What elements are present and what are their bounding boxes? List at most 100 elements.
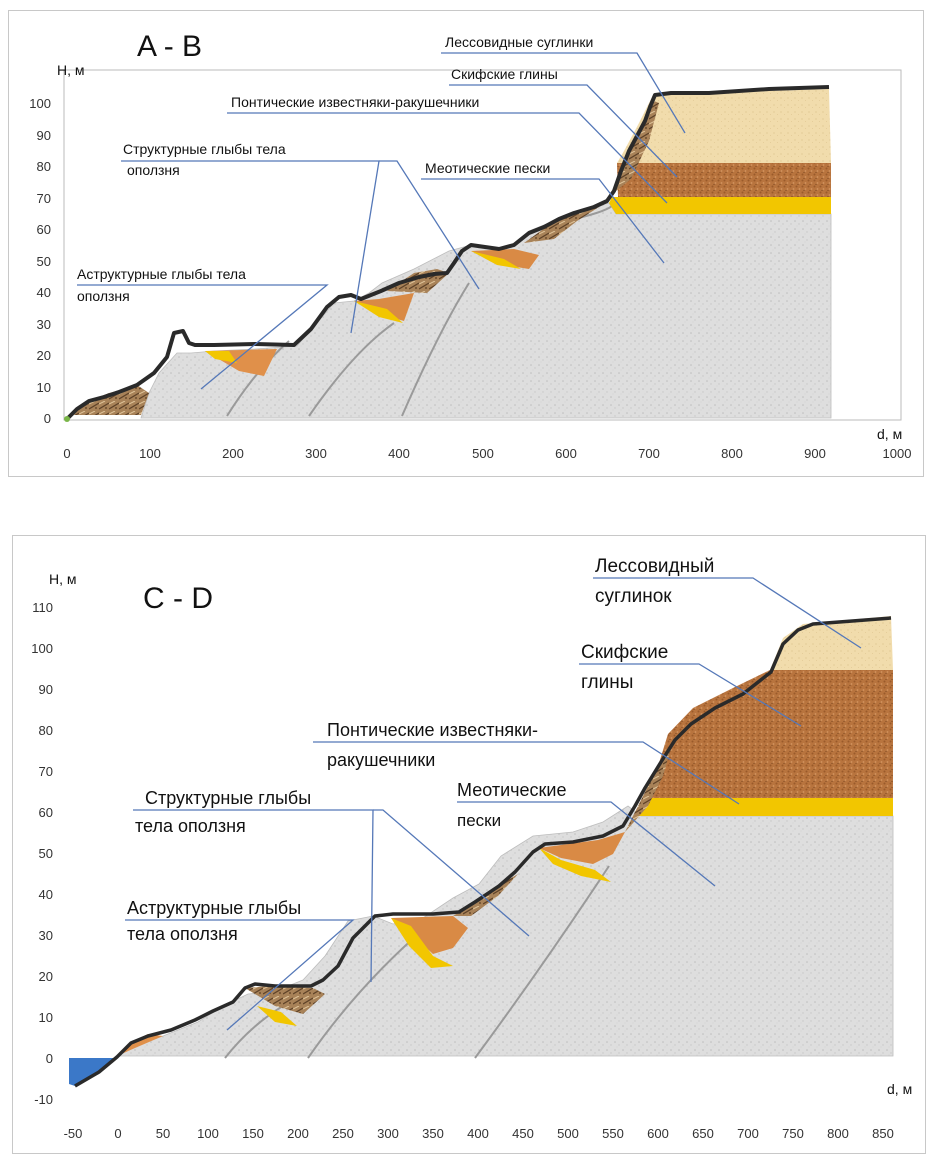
x-tick-400: 400 — [388, 446, 410, 461]
x-tick-250: 250 — [332, 1126, 354, 1141]
x-tick-650: 650 — [692, 1126, 714, 1141]
landslide-block-3-limestone — [354, 301, 403, 323]
y-tick-labels: 0 10 20 30 40 50 60 70 80 90 100 — [29, 96, 51, 426]
y-tick-20: 20 — [39, 969, 53, 984]
pontic-limestone-layer — [609, 197, 831, 214]
y-tick-100: 100 — [29, 96, 51, 111]
label-astructural-line2: оползня — [77, 288, 130, 304]
label-meotic-line2: пески — [457, 811, 501, 830]
x-tick-300: 300 — [305, 446, 327, 461]
label-loess-line1: Лессовидный — [595, 556, 714, 577]
x-tick-labels: -50 0 50 100 150 200 250 300 350 400 450… — [64, 1126, 894, 1141]
x-tick-800: 800 — [721, 446, 743, 461]
y-tick-labels: -10 0 10 20 30 40 50 60 70 80 90 100 110 — [31, 600, 53, 1107]
profile-a-b-svg: 0 10 20 30 40 50 60 70 80 90 100 0 100 2… — [29, 30, 911, 461]
ground-profile — [65, 85, 830, 421]
y-tick-90: 90 — [39, 682, 53, 697]
x-tick-minus50: -50 — [64, 1126, 83, 1141]
landslide-block-3-limestone — [391, 918, 453, 968]
landslide-block-1 — [74, 385, 149, 415]
label-pontic-line1: Понтические известняки- — [327, 720, 538, 740]
x-tick-0: 0 — [63, 446, 70, 461]
leader-lines — [125, 577, 862, 1031]
y-axis-label: H, м — [49, 571, 77, 587]
landslide-block-6 — [611, 101, 659, 195]
landslide-block-2-limestone — [205, 351, 237, 363]
label-meotic: Меотические пески — [425, 160, 550, 176]
label-pontic-line2: ракушечники — [327, 750, 435, 770]
scythian-clay-layer — [617, 163, 831, 197]
label-loess: Лессовидные суглинки — [445, 34, 593, 50]
x-tick-labels: 0 100 200 300 400 500 600 700 800 900 10… — [63, 446, 911, 461]
label-astructural-line1: Аструктурные глыбы — [127, 898, 301, 918]
slip-surface-2 — [308, 322, 395, 417]
label-meotic-line1: Меотические — [457, 780, 566, 800]
label-structural-line1: Структурные глыбы тела — [123, 141, 286, 157]
label-scythian-line2: глины — [581, 672, 633, 693]
leader-lines — [77, 52, 686, 390]
x-tick-200: 200 — [287, 1126, 309, 1141]
label-scythian-line1: Скифские — [581, 642, 668, 663]
y-tick-60: 60 — [39, 805, 53, 820]
y-tick-30: 30 — [39, 928, 53, 943]
y-tick-60: 60 — [37, 222, 51, 237]
y-tick-10: 10 — [39, 1010, 53, 1025]
x-tick-600: 600 — [647, 1126, 669, 1141]
x-tick-600: 600 — [555, 446, 577, 461]
y-tick-70: 70 — [39, 764, 53, 779]
y-tick-80: 80 — [39, 723, 53, 738]
diagram-c-d: -10 0 10 20 30 40 50 60 70 80 90 100 110… — [12, 535, 926, 1154]
loess-loam-layer — [617, 89, 831, 163]
x-tick-200: 200 — [222, 446, 244, 461]
landslide-block-4 — [539, 832, 625, 864]
landslide-block-1 — [117, 1034, 163, 1056]
landslide-block-5 — [524, 207, 599, 243]
x-tick-100: 100 — [139, 446, 161, 461]
landslide-block-3 — [354, 293, 414, 321]
label-structural-line2: оползня — [127, 162, 180, 178]
pontic-limestone-layer — [639, 798, 893, 816]
diagram-title: A - B — [137, 30, 202, 63]
landslide-block-2-limestone — [257, 1006, 297, 1026]
x-tick-700: 700 — [737, 1126, 759, 1141]
y-tick-50: 50 — [39, 846, 53, 861]
x-tick-800: 800 — [827, 1126, 849, 1141]
slip-surface-3 — [401, 282, 470, 417]
x-tick-1000: 1000 — [883, 446, 912, 461]
x-tick-100: 100 — [197, 1126, 219, 1141]
x-tick-550: 550 — [602, 1126, 624, 1141]
landslide-block-4 — [471, 249, 539, 269]
label-astructural-line1: Аструктурные глыбы тела — [77, 266, 246, 282]
label-structural-line1: Структурные глыбы — [145, 788, 311, 808]
x-tick-350: 350 — [422, 1126, 444, 1141]
y-tick-80: 80 — [37, 159, 51, 174]
y-tick-0: 0 — [46, 1051, 53, 1066]
landslide-block-4-limestone — [539, 848, 611, 882]
y-tick-30: 30 — [37, 317, 51, 332]
y-tick-10: 10 — [37, 380, 51, 395]
x-tick-150: 150 — [242, 1126, 264, 1141]
y-tick-40: 40 — [37, 285, 51, 300]
x-tick-400: 400 — [467, 1126, 489, 1141]
x-tick-500: 500 — [472, 446, 494, 461]
landslide-block-3 — [391, 916, 468, 954]
y-tick-minus10: -10 — [34, 1092, 53, 1107]
x-tick-450: 450 — [512, 1126, 534, 1141]
origin-marker — [64, 416, 70, 422]
y-tick-50: 50 — [37, 254, 51, 269]
y-tick-100: 100 — [31, 641, 53, 656]
label-scythian: Скифские глины — [451, 66, 558, 82]
label-pontic: Понтические известняки-ракушечники — [231, 94, 479, 110]
x-tick-900: 900 — [804, 446, 826, 461]
landslide-block-4-limestone — [471, 251, 521, 269]
x-tick-700: 700 — [638, 446, 660, 461]
y-tick-20: 20 — [37, 348, 51, 363]
diagram-a-b: 0 10 20 30 40 50 60 70 80 90 100 0 100 2… — [8, 10, 924, 477]
y-tick-40: 40 — [39, 887, 53, 902]
diagram-title: C - D — [143, 582, 213, 615]
y-tick-70: 70 — [37, 191, 51, 206]
label-astructural-line2: тела оползня — [127, 924, 238, 944]
y-tick-90: 90 — [37, 128, 51, 143]
x-axis-label: d, м — [887, 1081, 912, 1097]
slip-surface-3 — [474, 865, 610, 1059]
